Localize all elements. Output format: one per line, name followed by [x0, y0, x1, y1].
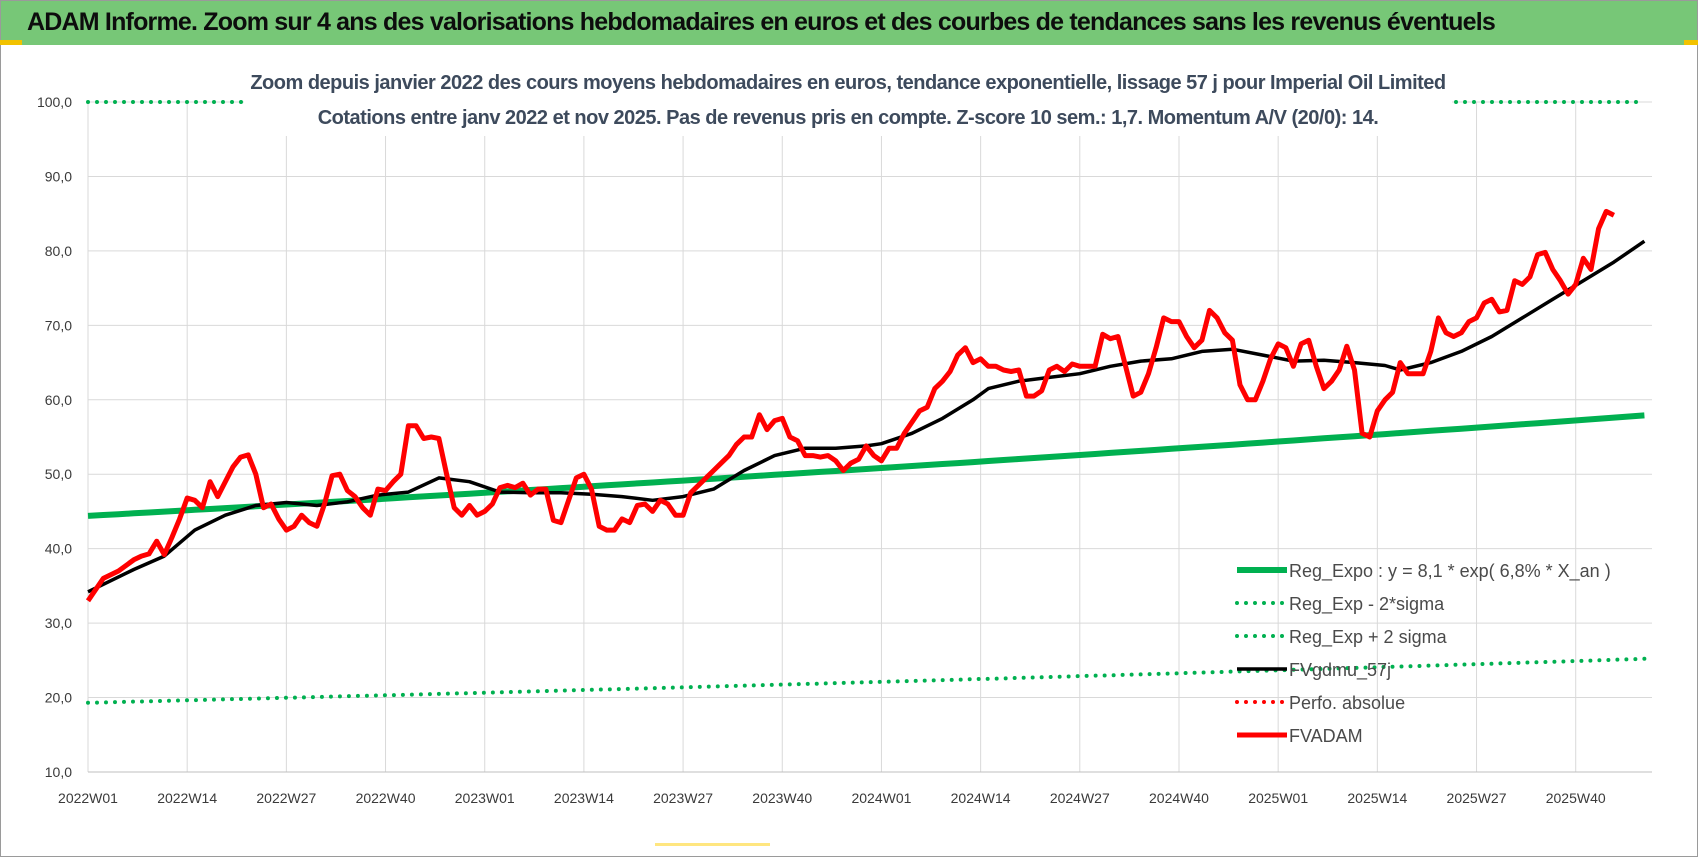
y-tick-label: 10,0	[45, 764, 72, 780]
bottom-strip	[655, 843, 770, 846]
legend-label: Perfo. absolue	[1289, 693, 1405, 713]
subtitle-background	[244, 64, 1452, 136]
y-tick-label: 20,0	[45, 690, 72, 706]
x-tick-label: 2023W27	[653, 790, 713, 806]
x-tick-label: 2023W01	[455, 790, 515, 806]
y-tick-label: 80,0	[45, 243, 72, 259]
y-tick-label: 60,0	[45, 392, 72, 408]
series-reg-exp-2-sigma	[86, 656, 1647, 705]
x-tick-label: 2025W01	[1248, 790, 1308, 806]
corner-marker-left	[0, 40, 22, 45]
x-tick-label: 2024W14	[951, 790, 1011, 806]
legend-label: Reg_Exp + 2 sigma	[1289, 627, 1448, 648]
y-axis-ticks: 10,0 20,0 30,0 40,0 50,0 60,0 70,0 80,0 90,0 100,…	[37, 94, 72, 780]
x-tick-label: 2025W40	[1546, 790, 1606, 806]
gridlines	[87, 101, 1652, 773]
x-axis-ticks: 2022W01 2022W14 2022W27 2022W40 2023W01 2023W…	[58, 790, 1606, 806]
chart-subtitle: Zoom depuis janvier 2022 des cours moyen…	[244, 64, 1452, 136]
series-reg-expo-y-8-1-exp-6-8-x-an-	[87, 412, 1645, 519]
series-fvgdmu-57j	[87, 239, 1646, 594]
legend-label: Reg_Exp - 2*sigma	[1289, 594, 1445, 615]
legend-label: Reg_Expo : y = 8,1 * exp( 6,8% * X_an )	[1289, 561, 1611, 582]
x-tick-label: 2024W27	[1050, 790, 1110, 806]
y-tick-label: 90,0	[45, 168, 72, 184]
x-tick-label: 2025W14	[1347, 790, 1407, 806]
y-tick-label: 30,0	[45, 615, 72, 631]
x-tick-label: 2024W01	[851, 790, 911, 806]
legend-label: FVADAM	[1289, 726, 1363, 746]
x-tick-label: 2023W40	[752, 790, 812, 806]
page-title: ADAM Informe. Zoom sur 4 ans des valoris…	[27, 8, 1496, 36]
chart-legend: Reg_Expo : y = 8,1 * exp( 6,8% * X_an ) R…	[1235, 561, 1611, 746]
legend-label: FVgdmu_57j	[1289, 660, 1391, 681]
subtitle-line-1: Zoom depuis janvier 2022 des cours moyen…	[250, 72, 1445, 94]
y-tick-label: 50,0	[45, 466, 72, 482]
x-tick-label: 2022W27	[256, 790, 316, 806]
x-tick-label: 2022W40	[356, 790, 416, 806]
subtitle-line-2: Cotations entre janv 2022 et nov 2025. P…	[318, 107, 1379, 129]
x-tick-label: 2023W14	[554, 790, 614, 806]
x-tick-label: 2022W14	[157, 790, 217, 806]
y-tick-label: 40,0	[45, 541, 72, 557]
x-tick-label: 2025W27	[1447, 790, 1507, 806]
series-fvadam	[85, 208, 1616, 603]
y-tick-label: 100,0	[37, 94, 72, 110]
x-tick-label: 2022W01	[58, 790, 118, 806]
x-tick-label: 2024W40	[1149, 790, 1209, 806]
corner-marker-right	[1684, 40, 1698, 45]
y-tick-label: 70,0	[45, 317, 72, 333]
title-banner: ADAM Informe. Zoom sur 4 ans des valoris…	[1, 1, 1697, 45]
